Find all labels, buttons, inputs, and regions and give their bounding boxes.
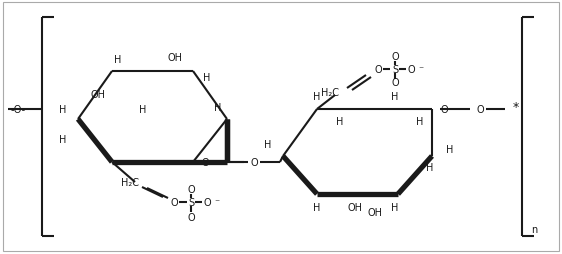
Text: OH: OH — [167, 53, 183, 63]
Text: O: O — [476, 105, 484, 115]
Text: H: H — [264, 139, 271, 149]
Text: H₂C: H₂C — [121, 177, 139, 187]
Text: O: O — [203, 197, 211, 207]
Text: O: O — [250, 157, 258, 167]
Text: O: O — [201, 157, 209, 167]
Text: ⁻: ⁻ — [419, 65, 424, 75]
Text: OH: OH — [347, 202, 362, 212]
Text: H: H — [139, 105, 147, 115]
Text: n: n — [531, 224, 537, 234]
Text: H₂C: H₂C — [321, 88, 339, 98]
Text: O: O — [374, 65, 382, 75]
Text: H: H — [60, 105, 67, 115]
Text: H: H — [391, 202, 398, 212]
Text: O: O — [187, 184, 195, 194]
Text: H: H — [214, 103, 221, 113]
Text: O: O — [391, 52, 399, 62]
Text: H: H — [114, 55, 122, 65]
Text: OH: OH — [368, 207, 383, 217]
Text: *: * — [513, 101, 519, 114]
Text: O: O — [391, 78, 399, 88]
Text: O: O — [187, 212, 195, 222]
Text: -O-: -O- — [11, 105, 25, 115]
Text: OH: OH — [90, 90, 106, 100]
Text: ⁻: ⁻ — [215, 197, 220, 207]
Text: H: H — [336, 117, 344, 126]
Text: H: H — [416, 117, 424, 126]
Text: H: H — [427, 162, 434, 172]
Text: S: S — [392, 65, 398, 75]
Text: H: H — [391, 92, 398, 102]
Text: S: S — [188, 197, 194, 207]
Text: H: H — [313, 202, 321, 212]
Text: O: O — [440, 105, 448, 115]
Text: H: H — [313, 92, 321, 102]
Text: H: H — [446, 145, 454, 154]
Text: O: O — [170, 197, 178, 207]
Text: H: H — [203, 73, 211, 83]
Text: H: H — [60, 134, 67, 145]
Text: O: O — [407, 65, 415, 75]
